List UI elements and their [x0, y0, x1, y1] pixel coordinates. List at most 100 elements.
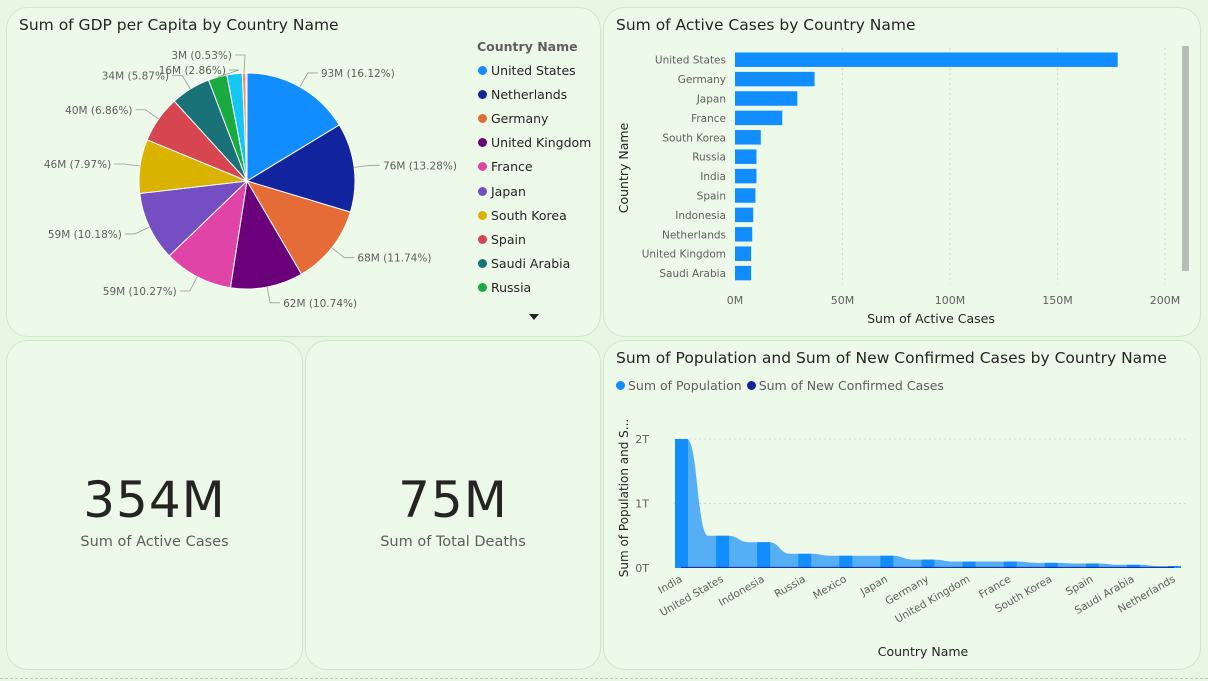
bar-category-label: Germany — [678, 74, 726, 86]
legend-item-france[interactable]: France — [478, 155, 591, 179]
population-area-card: Sum of Population and Sum of New Confirm… — [603, 340, 1201, 670]
pie-leader-line — [172, 74, 191, 90]
bar-x-tick-label: 100M — [935, 294, 966, 307]
legend-item-saudi-arabia[interactable]: Saudi Arabia — [478, 252, 591, 276]
legend-item-south-korea[interactable]: South Korea — [478, 203, 591, 227]
pie-leader-line — [299, 72, 318, 88]
bar-category-label: United Kingdom — [642, 249, 726, 261]
bar-category-label: Netherlands — [662, 229, 726, 241]
area-x-tick-label: Indonesia — [717, 573, 767, 609]
area-column-saudi-arabia — [1126, 564, 1140, 568]
area-chart-legend: Sum of Population Sum of New Confirmed C… — [616, 378, 944, 393]
legend-label: United States — [491, 62, 576, 78]
legend-dot — [478, 65, 487, 75]
pie-slice-united-states — [246, 72, 341, 182]
bar-russia — [735, 149, 757, 164]
kpi-active-cases-card: 354M Sum of Active Cases — [6, 340, 303, 670]
chevron-down-icon[interactable] — [529, 314, 539, 320]
legend-label: United Kingdom — [491, 135, 592, 151]
kpi-active-cases-label: Sum of Active Cases — [80, 534, 229, 550]
legend-item-germany[interactable]: Germany — [478, 106, 591, 130]
area-column-india — [675, 439, 688, 568]
pie-slice-japan — [139, 180, 249, 257]
legend-item-netherlands[interactable]: Netherlands — [478, 82, 591, 106]
legend-dot-new-cases — [746, 381, 756, 390]
pie-slice-united-kingdom — [229, 179, 303, 290]
legend-dot — [478, 162, 487, 172]
area-x-tick-label: Russia — [772, 573, 807, 600]
pie-data-label: 16M (2.86%) — [159, 65, 226, 77]
area-x-tick-label: Japan — [858, 573, 890, 599]
pie-leader-line — [354, 164, 381, 168]
legend-item-japan[interactable]: Japan — [478, 179, 591, 203]
pie-slice-netherlands — [245, 124, 356, 213]
legend-label: South Korea — [491, 207, 567, 223]
bar-japan — [735, 91, 798, 106]
kpi-total-deaths-value: 75M — [398, 471, 508, 529]
bar-india — [735, 168, 757, 184]
area-column-united-kingdom — [962, 561, 976, 568]
legend-label: Netherlands — [491, 86, 568, 102]
legend-label: Russia — [491, 280, 532, 296]
area-y-tick-label: 0T — [635, 562, 649, 575]
bar-united-states — [735, 52, 1118, 67]
bar-x-tick-label: 200M — [1150, 294, 1181, 307]
pie-slice-france — [168, 179, 248, 289]
legend-dot — [478, 186, 487, 196]
legend-item-spain[interactable]: Spain — [478, 227, 591, 251]
legend-dot-population — [616, 381, 625, 390]
pie-leader-line — [266, 287, 281, 304]
legend-item-united-states[interactable]: United States — [478, 58, 591, 82]
legend-label: Germany — [491, 110, 549, 126]
bar-y-axis-title: Country Name — [616, 122, 631, 213]
pie-data-label: 59M (10.27%) — [103, 286, 177, 298]
area-x-tick-label: India — [656, 573, 684, 596]
bar-france — [735, 110, 783, 126]
pie-chart-title: Sum of GDP per Capita by Country Name — [19, 16, 339, 34]
pie-leader-line — [217, 69, 240, 78]
area-x-axis-title: Country Name — [878, 644, 969, 659]
bar-spain — [735, 188, 756, 203]
kpi-total-deaths-label: Sum of Total Deaths — [380, 534, 526, 550]
bar-x-tick-label: 0M — [727, 294, 744, 307]
legend-label: Japan — [491, 183, 526, 199]
kpi-total-deaths-card: 75M Sum of Total Deaths — [305, 340, 601, 670]
pie-data-label: 3M (0.53%) — [171, 50, 232, 62]
bar-category-label: France — [691, 113, 726, 125]
legend-label-new-cases: Sum of New Confirmed Cases — [758, 378, 944, 393]
gdp-pie-chart: 93M (16.12%) 76M (13.28%) 68M (11.74%) 62M … — [44, 50, 457, 310]
pie-legend-title: Country Name — [477, 39, 578, 54]
pie-slice-other-12 — [245, 72, 248, 182]
bar-indonesia — [735, 207, 754, 223]
area-x-tick-label: Mexico — [811, 573, 849, 602]
area-column-united-states — [716, 535, 730, 568]
pie-data-label: 62M (10.74%) — [283, 298, 357, 310]
area-y-tick-label: 1T — [635, 498, 649, 511]
bar-category-label: Japan — [696, 94, 726, 106]
legend-label: Spain — [491, 231, 526, 247]
bar-chart-title: Sum of Active Cases by Country Name — [616, 16, 916, 34]
pie-data-label: 68M (11.74%) — [357, 253, 431, 265]
area-column-mexico — [839, 555, 853, 568]
area-x-tick-label: Spain — [1064, 573, 1095, 598]
active-cases-bar-card: Sum of Active Cases by Country Name 0M 50… — [603, 7, 1201, 337]
area-x-tick-label: United Kingdom — [893, 573, 972, 626]
area-column-france — [1003, 561, 1017, 568]
bar-x-axis-title: Sum of Active Cases — [867, 311, 995, 326]
legend-item-russia[interactable]: Russia — [478, 276, 591, 300]
pie-leader-line — [135, 109, 159, 120]
area-y-axis-title: Sum of Population and S... — [617, 419, 631, 577]
area-column-south-korea — [1044, 562, 1058, 568]
legend-item-united-kingdom[interactable]: United Kingdom — [478, 131, 591, 155]
bar-saudi-arabia — [735, 265, 752, 281]
legend-dot — [478, 138, 487, 148]
legend-dot — [478, 234, 487, 244]
legend-dot — [478, 210, 487, 220]
area-column-netherlands — [1168, 566, 1181, 568]
pie-data-label: 34M (5.87%) — [102, 70, 169, 82]
area-column-indonesia — [757, 542, 771, 568]
bar-category-label: Indonesia — [675, 210, 726, 222]
bar-chart-scrollbar[interactable] — [1182, 46, 1189, 271]
legend-label: France — [491, 159, 533, 175]
